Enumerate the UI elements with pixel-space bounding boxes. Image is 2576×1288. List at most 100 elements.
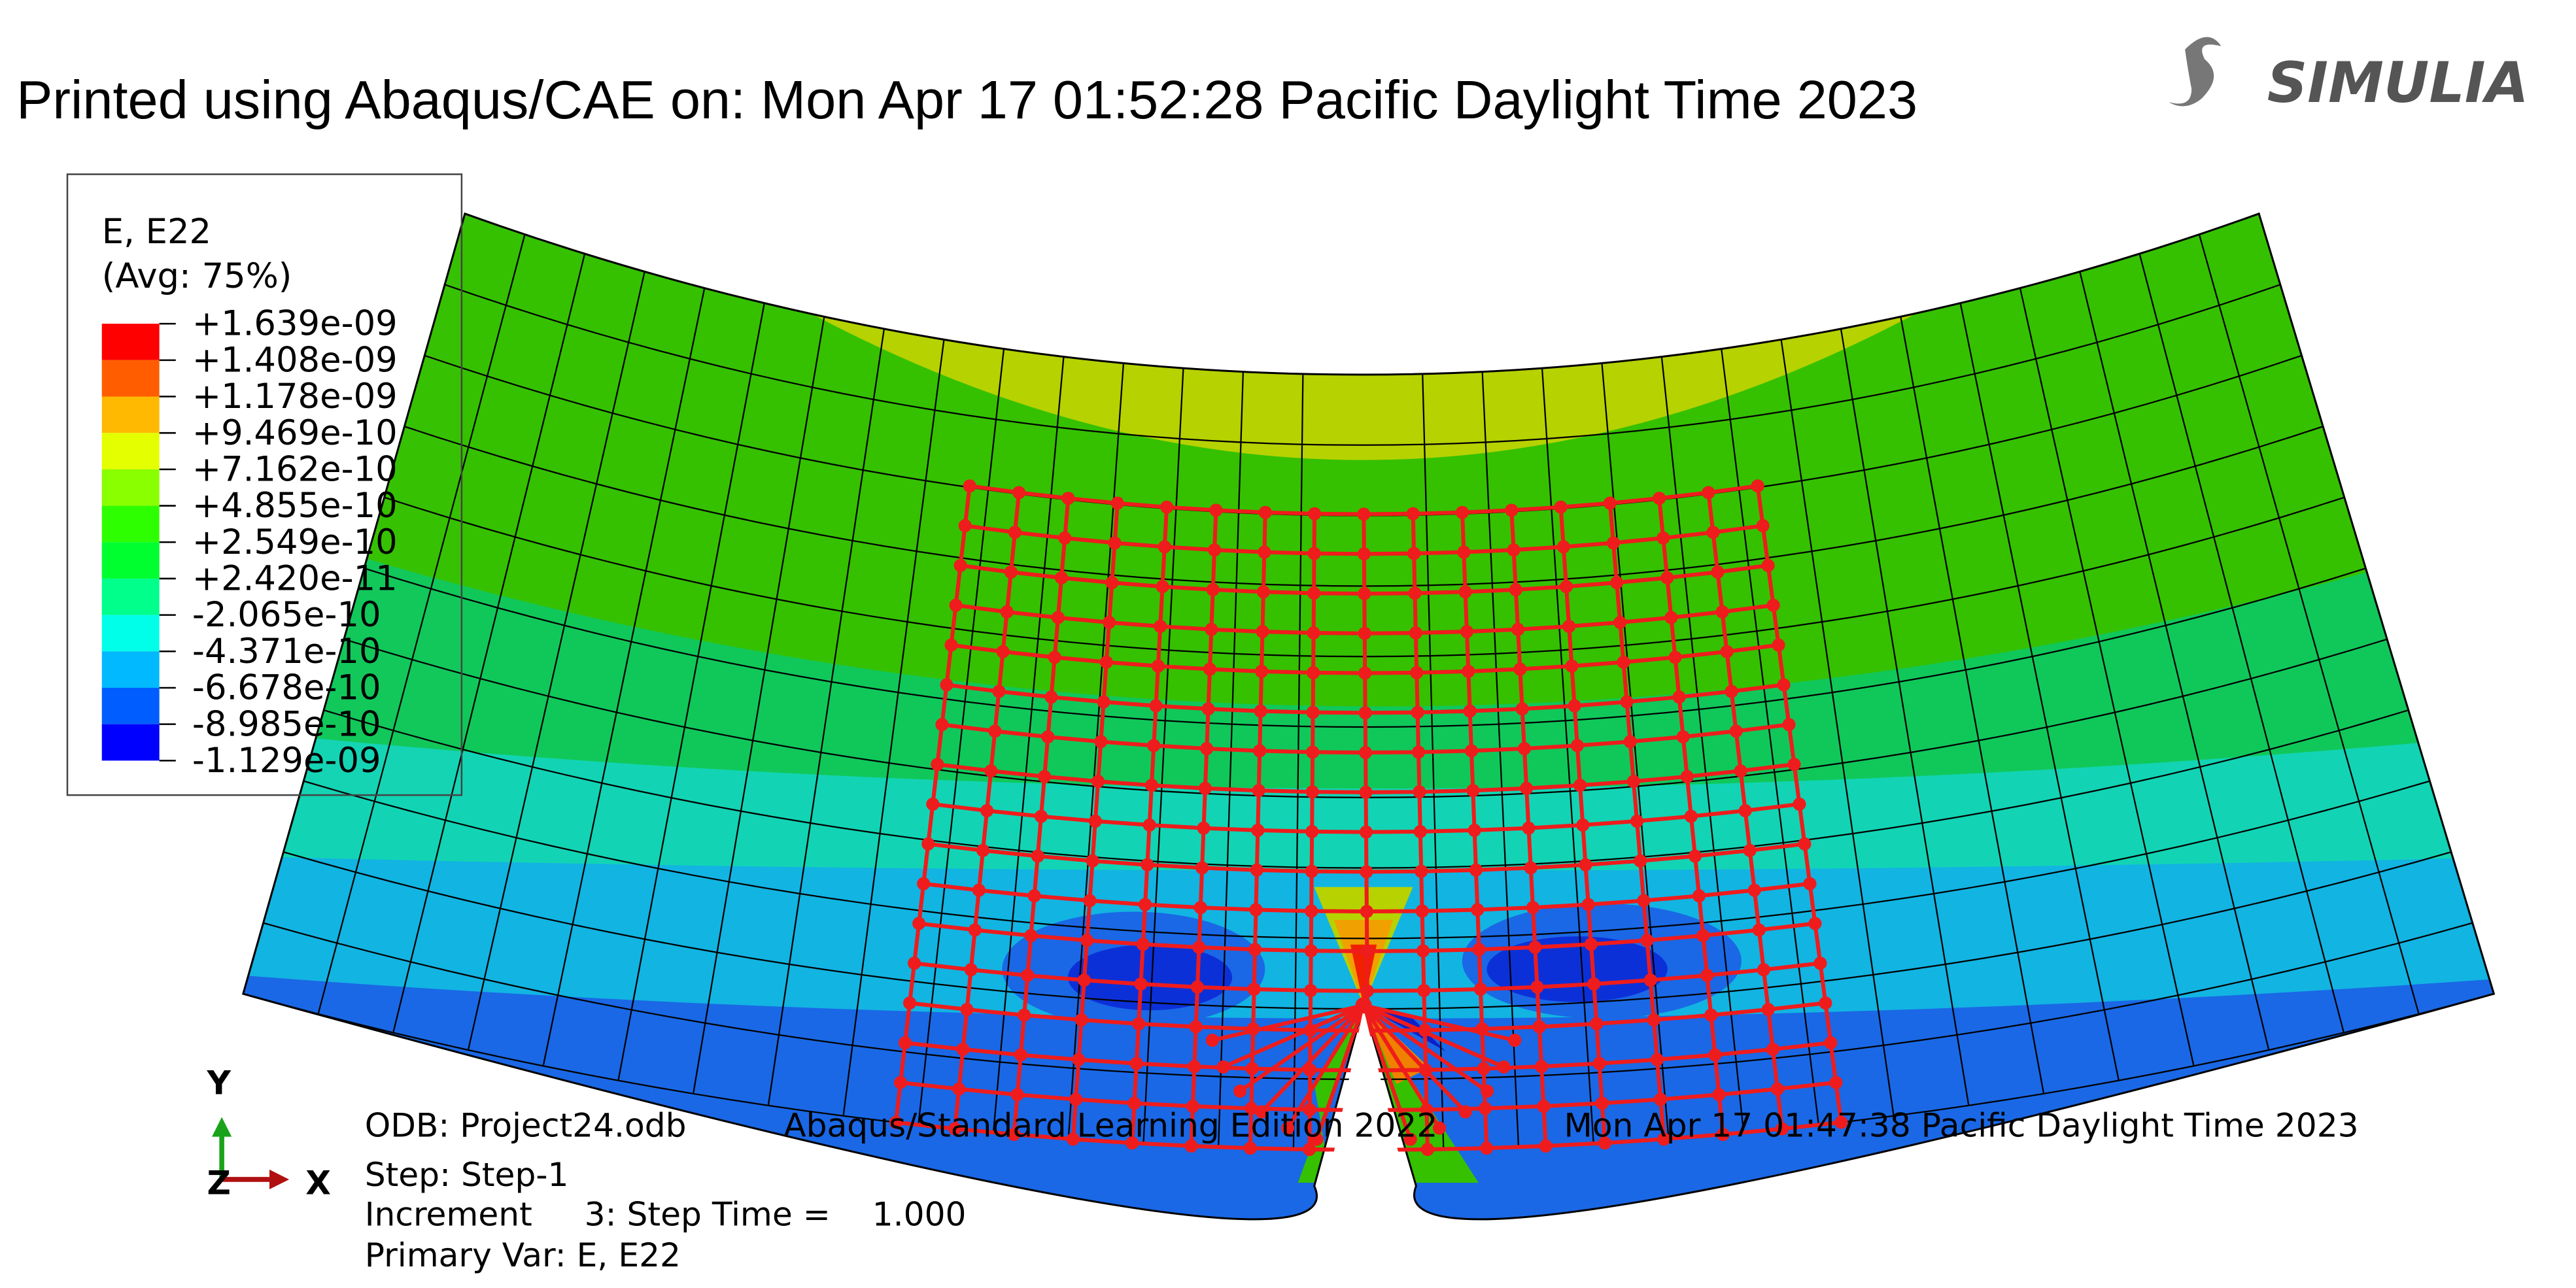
mesh-node [952,1082,966,1096]
mesh-node [1281,1121,1295,1135]
mesh-node [1617,655,1630,669]
mesh-node [1127,1096,1141,1110]
mesh-line [317,234,526,1015]
mesh-node [1305,864,1318,878]
legend-swatch [101,433,160,469]
mesh-node [1556,540,1570,554]
mesh-node [1038,770,1052,783]
mesh-node [1752,923,1766,937]
edition: Abaqus/Standard Learning Edition 2022 [783,1106,1437,1145]
legend-label: -4.371e-10 [192,632,381,671]
mesh-node [1532,1020,1546,1034]
mesh-node [1643,974,1657,987]
mesh-node [1359,825,1373,839]
mesh-node [1254,664,1269,678]
mesh-node [1409,626,1422,640]
crack-fan-line [1222,1003,1365,1069]
legend-swatch [101,651,160,688]
y-label: Y [207,1063,232,1102]
mesh-node [1417,983,1431,998]
mesh-node [1411,745,1426,759]
mesh-node [1610,576,1624,590]
mesh-node [1216,1060,1230,1074]
mesh-node [1515,702,1529,716]
mesh-node [1653,492,1666,505]
mesh-node [1620,695,1634,709]
mesh-line [392,253,586,1033]
mesh-node [1080,934,1094,947]
mesh-node [1360,865,1373,879]
triad: Y X Z [207,1063,331,1202]
mesh-node [1716,1128,1730,1142]
mesh-node [1158,540,1171,554]
mesh-node [1508,1034,1522,1047]
mesh-node [1410,666,1424,679]
mesh-node [980,804,994,817]
mesh-node [1581,898,1595,911]
mesh-node [1142,818,1156,832]
x-label: X [305,1164,331,1202]
mesh-node [1129,1057,1143,1070]
mesh-node [1676,730,1690,744]
mesh-node [1206,583,1220,596]
mesh-node [1584,938,1598,951]
mesh-node [1706,526,1720,539]
mesh-line [464,212,2259,376]
mesh-node [1766,598,1780,612]
crack-fan-line [1362,1004,1413,1140]
mesh-node [1243,1142,1257,1155]
info-block: ODB: Project24.odb Abaqus/Standard Learn… [365,1106,2359,1274]
crack-fan-line [1362,1004,1467,1113]
mesh-node [1524,861,1537,875]
mesh-node [1711,565,1725,579]
logo-mark [2168,37,2222,107]
x-arrow-head [269,1169,290,1190]
mesh-node [968,923,982,937]
mesh-node [1526,901,1540,915]
mesh-node [1592,1057,1606,1070]
mesh-node [1509,583,1522,596]
mesh-node [1203,662,1217,676]
mesh-node [1766,1042,1779,1056]
mesh-node [1097,695,1110,709]
mesh-node [1460,625,1474,639]
mesh-node [1012,486,1026,500]
mesh-node [1010,1088,1024,1102]
mesh-node [1712,1088,1726,1102]
mesh-node [1420,1143,1434,1157]
mesh-node [1598,1136,1612,1150]
mesh-node [1034,809,1048,823]
mesh-node [996,645,1010,658]
mesh-node [1205,1034,1219,1047]
mesh-node [1031,849,1044,863]
mesh-node [1416,944,1430,958]
mesh-node [964,963,978,977]
mesh-node [1004,565,1018,579]
mesh-node [1305,904,1318,918]
mesh-node [1471,903,1485,917]
mesh-node [1603,496,1617,510]
mesh-node [1252,784,1265,798]
mesh-node [1647,1013,1660,1026]
print-header: Printed using Abaqus/CAE on: Mon Apr 17 … [16,69,1917,130]
mesh-node [1139,898,1152,911]
mesh-node [1051,611,1065,624]
mesh-node [1458,585,1472,599]
mesh-line [467,271,645,1051]
mesh-node [1808,917,1822,930]
mesh-node [1660,571,1674,585]
mesh-node [1156,580,1169,594]
logo-text: SIMULIA [2267,51,2529,116]
mesh-node [1415,864,1428,878]
mesh-node [1072,1053,1086,1066]
mesh-node [1406,507,1420,520]
mesh-node [1704,1008,1718,1022]
mesh-node [1696,928,1710,943]
legend-label: +9.469e-10 [192,413,398,453]
mesh-node [1069,1093,1083,1106]
mesh-node [1738,804,1752,817]
mesh-node [1813,957,1827,970]
crack-fan-line [1362,1003,1505,1069]
mesh-node [960,1002,974,1017]
mesh-line [1721,348,1820,1125]
